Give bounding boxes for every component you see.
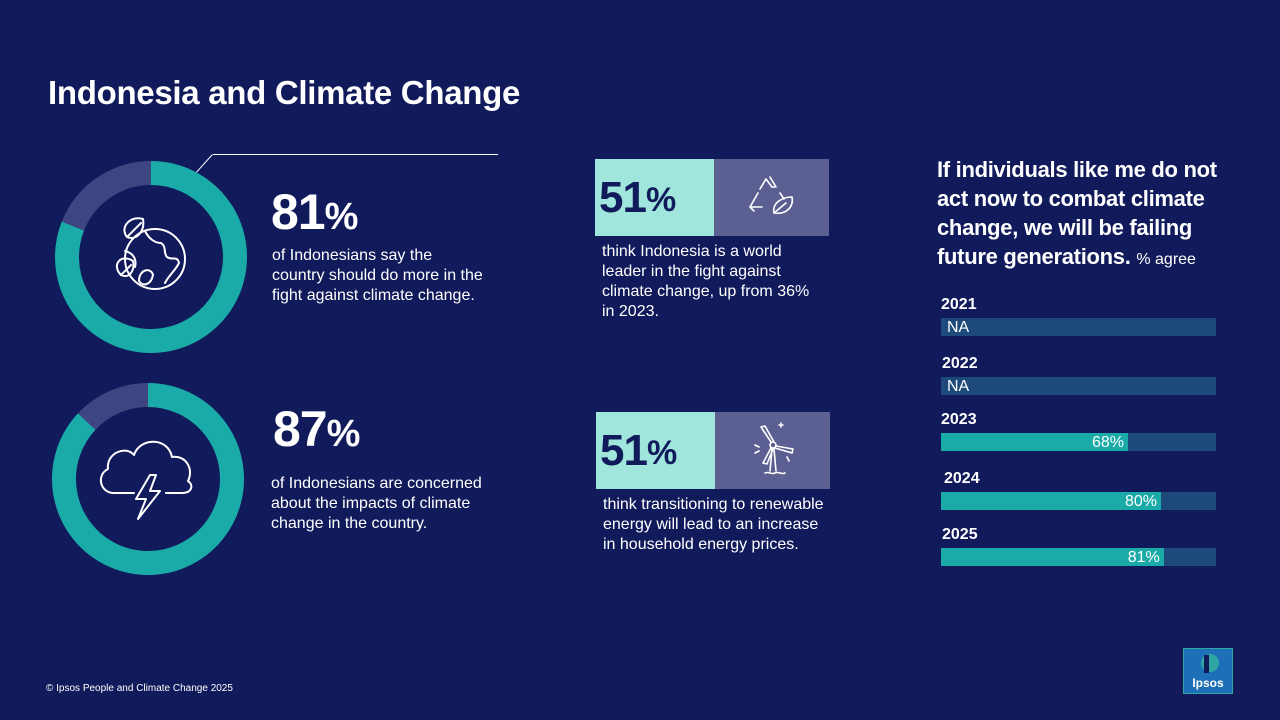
ipsos-logo-text: Ipsos: [1192, 676, 1224, 690]
bar-track-2021: NA: [941, 318, 1216, 336]
stat-box-2-text: think transitioning to renewable energy …: [603, 496, 824, 553]
stat-box-1: 51%: [595, 159, 829, 236]
stat-1-value: 81%: [271, 184, 359, 240]
donut-1-slice-1: [55, 161, 247, 353]
bar-track-2025: 81%: [941, 548, 1216, 566]
question-text: If individuals like me do not act now to…: [937, 157, 1217, 269]
stat-box-1-icon-panel: [714, 159, 829, 236]
bar-year-label-2023: 2023: [941, 411, 977, 428]
bar-value-label-2024: 80%: [1125, 493, 1158, 510]
question-unit: % agree: [1136, 251, 1196, 268]
bar-na-label-2021: NA: [947, 319, 970, 336]
bar-fill-2024: [941, 492, 1161, 510]
recycle-leaf-icon: [748, 175, 793, 214]
bar-year-label-2024: 2024: [944, 470, 980, 487]
bar-track-2024: 80%: [941, 492, 1216, 510]
donut-1-arcs: [55, 161, 247, 353]
stat-box-1-text: think Indonesia is a world leader in the…: [602, 243, 810, 320]
stat-box-1-value: 51%: [595, 159, 714, 236]
bar-fill-2025: [941, 548, 1164, 566]
stat-box-1-number: 51: [599, 172, 647, 222]
stat-1-unit: %: [324, 196, 359, 238]
stat-1-number: 81: [271, 184, 326, 240]
stat-1-text: of Indonesians say the country should do…: [272, 247, 483, 304]
bar-value-label-2025: 81%: [1127, 549, 1160, 566]
donut-2-slice-2: [78, 383, 149, 431]
stat-2-number: 87: [273, 401, 328, 457]
bar-track-2022: NA: [941, 377, 1216, 395]
bar-year-label-2022: 2022: [942, 355, 978, 372]
stat-box-2: 51%: [596, 412, 830, 489]
stat-2-value: 87%: [273, 401, 361, 457]
bar-track-2023: 68%: [941, 433, 1216, 451]
stat-box-2-value: 51%: [596, 412, 715, 489]
stat-box-2-number: 51: [600, 425, 648, 475]
globe-leaf-icon: [115, 217, 186, 290]
wind-turbine-icon: [753, 421, 794, 474]
stat-box-2-unit: %: [646, 434, 677, 472]
storm-cloud-icon: [99, 440, 193, 520]
footer-copyright: © Ipsos People and Climate Change 2025: [46, 683, 233, 694]
donut-2-slice-1: [52, 383, 244, 575]
stat-box-1-unit: %: [645, 181, 676, 219]
page-title: Indonesia and Climate Change: [48, 74, 521, 111]
bar-fill-2023: [941, 433, 1128, 451]
donut-chart-1: [55, 161, 247, 353]
stat-2-unit: %: [326, 413, 361, 455]
ipsos-mark-icon: [1201, 654, 1219, 673]
donut-2-arcs: [52, 383, 244, 575]
stat-box-2-icon-panel: [715, 412, 830, 489]
donut-1-slice-2: [61, 161, 152, 231]
callout-line: [213, 154, 498, 155]
bar-year-label-2025: 2025: [942, 526, 978, 543]
bar-value-label-2023: 68%: [1092, 434, 1125, 451]
stat-2-text: of Indonesians are concerned about the i…: [271, 475, 482, 532]
bar-na-label-2022: NA: [947, 378, 970, 395]
page-number: 9: [636, 682, 642, 693]
ipsos-logo: Ipsos: [1183, 648, 1233, 694]
bar-year-label-2021: 2021: [941, 296, 977, 313]
donut-chart-2: [52, 383, 244, 575]
question-title: If individuals like me do not act now to…: [937, 155, 1247, 274]
